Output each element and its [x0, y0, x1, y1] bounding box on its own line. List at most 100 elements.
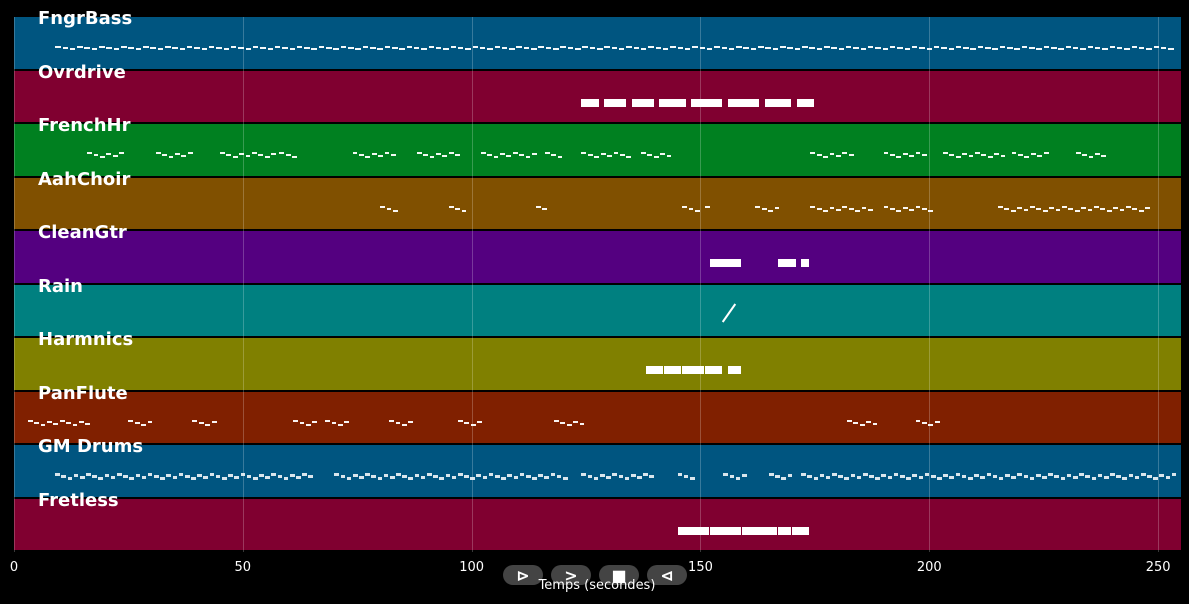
note	[999, 45, 1006, 48]
note	[1060, 477, 1066, 480]
note	[1085, 475, 1090, 478]
note	[611, 47, 618, 49]
note	[1103, 476, 1109, 479]
note	[414, 474, 420, 477]
note	[488, 473, 494, 476]
note	[72, 423, 78, 426]
prev-button[interactable]: ⊲	[647, 565, 687, 585]
note	[318, 45, 325, 48]
note	[1036, 207, 1042, 210]
note	[391, 154, 396, 156]
note	[355, 48, 361, 51]
next-button[interactable]: >	[551, 565, 591, 585]
note	[104, 474, 110, 477]
track-lane[interactable]	[14, 284, 1181, 336]
note	[933, 45, 940, 48]
track-lane[interactable]	[14, 124, 1181, 176]
note	[362, 45, 369, 48]
track-lane[interactable]	[14, 391, 1181, 443]
note	[92, 475, 97, 478]
note	[181, 155, 187, 157]
note	[1066, 474, 1072, 477]
note	[525, 475, 531, 478]
note	[331, 421, 337, 424]
note	[853, 421, 859, 424]
note	[296, 45, 303, 48]
note	[1094, 153, 1100, 155]
note	[465, 48, 471, 51]
track-lane[interactable]	[14, 445, 1181, 497]
note	[538, 45, 544, 48]
note	[246, 475, 252, 478]
note	[721, 47, 727, 49]
note	[1043, 152, 1049, 154]
note	[277, 475, 283, 478]
note	[302, 473, 307, 476]
note	[219, 152, 225, 154]
note	[970, 48, 976, 51]
play-button[interactable]: ⊳	[503, 565, 543, 585]
note	[943, 152, 948, 154]
note	[694, 209, 700, 212]
x-axis-label: Temps (secondes)	[538, 578, 656, 593]
note	[906, 477, 911, 480]
note	[883, 205, 889, 208]
note	[764, 98, 791, 107]
track-lane[interactable]	[14, 17, 1181, 69]
note	[433, 475, 438, 478]
note	[1042, 209, 1048, 212]
note	[1011, 152, 1017, 154]
track-lane[interactable]	[14, 231, 1181, 283]
note	[69, 48, 76, 51]
note	[34, 421, 39, 424]
note	[582, 45, 588, 48]
note	[479, 47, 486, 49]
note	[562, 477, 568, 480]
track-name-label: GM Drums	[38, 436, 144, 457]
note	[1024, 156, 1030, 158]
note	[560, 45, 566, 48]
note	[143, 45, 149, 48]
note	[371, 153, 377, 155]
note	[560, 421, 566, 424]
note	[735, 477, 741, 480]
track-lane[interactable]	[14, 177, 1181, 229]
note	[985, 47, 991, 49]
note	[1021, 45, 1028, 48]
note	[835, 208, 841, 211]
track-lane[interactable]	[14, 498, 1181, 550]
note	[1087, 208, 1093, 211]
note	[265, 476, 270, 479]
gridline	[242, 17, 244, 552]
note	[494, 475, 500, 478]
note	[1079, 473, 1084, 476]
note	[727, 98, 759, 107]
note	[1029, 47, 1035, 49]
note	[792, 526, 810, 535]
note	[904, 48, 911, 51]
track-name-label: Ovrdrive	[38, 61, 126, 83]
stop-button[interactable]: ■	[599, 565, 639, 585]
note	[86, 473, 91, 476]
note	[778, 259, 796, 267]
note	[1153, 45, 1160, 48]
note	[781, 477, 787, 480]
note	[531, 48, 537, 51]
note	[513, 476, 519, 479]
note	[997, 205, 1003, 208]
note	[239, 153, 244, 155]
note	[59, 419, 65, 422]
note	[371, 475, 377, 478]
note	[377, 48, 383, 51]
note	[1168, 48, 1174, 51]
track-lane[interactable]	[14, 338, 1181, 390]
note	[992, 48, 998, 51]
note	[928, 423, 934, 426]
track-lane[interactable]	[14, 70, 1181, 122]
note	[846, 45, 852, 48]
note	[850, 474, 856, 477]
note	[203, 476, 209, 479]
note	[160, 477, 165, 480]
note	[867, 208, 873, 211]
note	[413, 47, 420, 49]
